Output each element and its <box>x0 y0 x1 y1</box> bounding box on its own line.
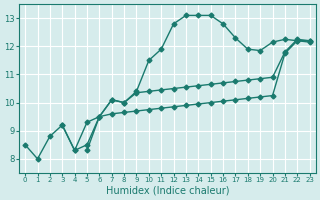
X-axis label: Humidex (Indice chaleur): Humidex (Indice chaleur) <box>106 186 229 196</box>
